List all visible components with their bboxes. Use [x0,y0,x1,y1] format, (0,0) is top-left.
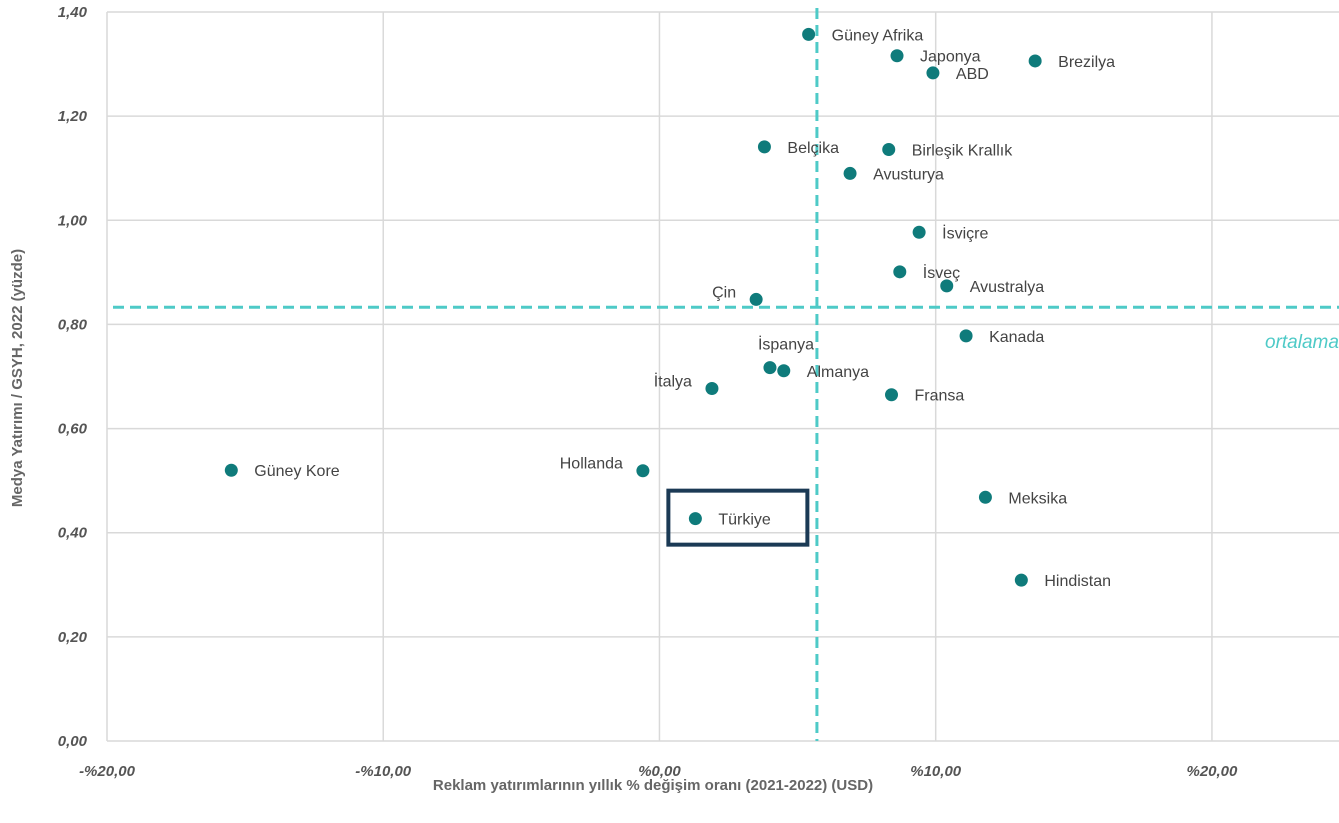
data-point [705,381,719,395]
point-label: Kanada [989,329,1044,346]
point-label: Türkiye [718,512,771,529]
x-tick-label: -%10,00 [355,763,412,780]
data-point [802,27,816,41]
point-label: ABD [956,66,989,83]
point-label: Çin [712,284,736,301]
point-label: İspanya [758,335,814,354]
point-label: Avustralya [970,279,1045,296]
point-label: İsveç [923,263,960,282]
data-point [940,279,954,293]
data-point [890,49,904,63]
highlight-group [666,488,810,547]
data-point [1014,573,1028,587]
data-point [885,388,899,402]
point-label: Japonya [920,49,981,66]
x-tick-label: %20,00 [1186,763,1238,780]
point-label: Fransa [915,388,965,405]
data-point [843,166,857,180]
data-points: Güney Afrika Japonya Brezilya ABD Belçika Bir… [224,27,1115,590]
x-tick-label: -%20,00 [79,763,136,780]
y-tick-label: 1,00 [58,212,88,229]
x-tick-label: %0,00 [638,763,681,780]
y-tick-label: 0,60 [58,421,88,438]
data-point [636,464,650,478]
data-point [893,265,907,279]
data-point [688,512,702,526]
average-lines [113,8,1339,741]
data-point [224,463,238,477]
data-point [763,361,777,375]
y-axis-title: Medya Yatırımı / GSYH, 2022 (yüzde) [9,249,26,507]
data-point [777,364,791,378]
data-point [912,225,926,239]
y-tick-label: 0,00 [58,733,88,750]
x-tick-label: %10,00 [910,763,962,780]
data-point [1028,54,1042,68]
data-point [959,329,973,343]
data-point [749,292,763,306]
data-point [882,142,896,156]
y-tick-label: 0,20 [58,629,88,646]
point-label: İtalya [654,371,692,390]
average-label: ortalama [1265,332,1339,353]
point-label: Meksika [1008,490,1067,507]
grid-lines [106,11,1339,742]
y-tick-label: 0,40 [58,525,88,542]
point-label: Hindistan [1044,573,1111,590]
point-label: Birleşik Krallık [912,142,1013,159]
point-label: Güney Afrika [832,27,924,44]
data-point [757,140,771,154]
y-tick-label: 0,80 [58,316,88,333]
point-label: Hollanda [560,456,623,473]
data-point [926,66,940,80]
point-label: İsviçre [942,223,988,242]
point-label: Belçika [787,140,839,157]
data-point [978,490,992,504]
y-tick-label: 1,40 [58,4,88,21]
axis-ticks: 0,00 0,20 0,40 0,60 0,80 1,00 1,20 1,40 -%20,00 -… [58,4,1238,780]
point-label: Avusturya [873,166,944,183]
y-tick-label: 1,20 [58,108,88,125]
point-label: Almanya [807,364,869,381]
highlight-box [666,488,810,547]
point-label: Güney Kore [254,463,339,480]
x-axis-title: Reklam yatırımlarının yıllık % değişim o… [433,777,873,794]
point-label: Brezilya [1058,54,1115,71]
